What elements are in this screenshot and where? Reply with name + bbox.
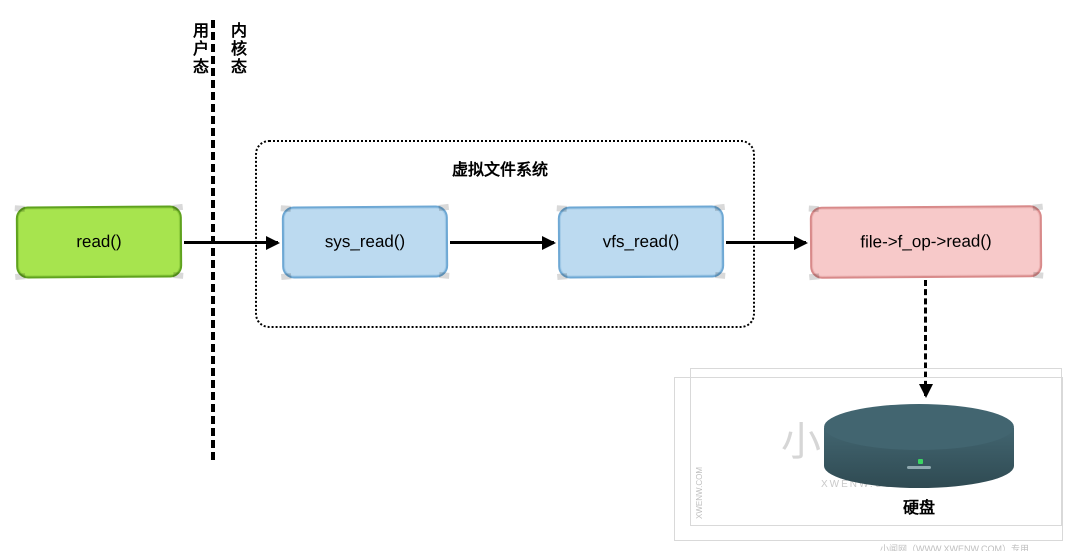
vfs-title: 虚拟文件系统 [420,156,580,180]
mode-divider [211,20,215,460]
node-vfs-read: vfs_read() [558,205,724,278]
disk-icon: 硬盘 [824,404,1014,524]
arrow-vfsread-to-fopread [726,241,806,244]
node-sys-read-label: sys_read() [325,232,405,253]
node-vfs-read-label: vfs_read() [603,232,680,253]
kernel-mode-label: 内核态 [224,22,248,76]
disk-label: 硬盘 [824,494,1014,518]
node-fop-read: file->f_op->read() [810,205,1042,279]
node-sys-read: sys_read() [282,205,448,278]
arrow-read-to-sysread [184,241,278,244]
user-mode-label: 用户态 [186,22,210,76]
node-read-label: read() [76,232,121,252]
watermark-footer: 小闻网（WWW.XWENW.COM）专用 [880,542,1029,551]
node-fop-read-label: file->f_op->read() [860,232,991,253]
arrow-sysread-to-vfsread [450,241,554,244]
node-read: read() [16,205,182,278]
watermark-side-text: XWENW.COM [695,467,704,519]
diagram-stage: 用户态 内核态 虚拟文件系统 read() sys_read() vfs_rea… [0,0,1065,551]
